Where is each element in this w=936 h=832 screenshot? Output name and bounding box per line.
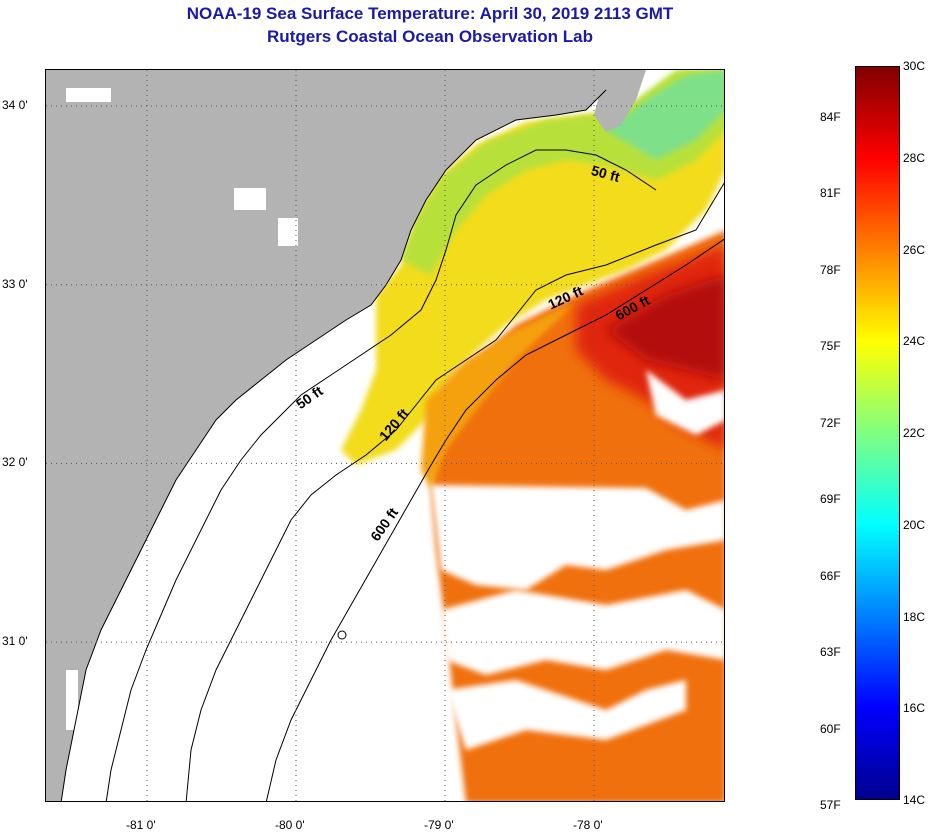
colorbar-label-14c: 14C [903,793,926,807]
sst-cool-patch [606,70,724,160]
colorbar-label-60f: 60F [820,721,841,736]
colorbar-label-66f: 66F [820,568,841,583]
inland-lake-1 [66,88,111,102]
colorbar-label-75f: 75F [820,339,841,354]
land-mass [46,70,606,801]
cloud-gap-2 [441,590,724,675]
colorbar-label-16c: 16C [903,701,926,716]
colorbar-label-69f: 69F [820,492,841,507]
colorbar-label-72f: 72F [820,415,841,430]
contour-600ft [265,238,724,801]
inland-lake-3 [234,188,266,210]
colorbar-label-57f: 57F [820,798,841,813]
bathymetry-contours [105,149,724,801]
graticule [46,70,724,801]
lat-label-33: 33 0' [2,276,28,291]
colorbar-label-81f: 81F [820,186,841,201]
cloud-gap-3 [446,680,686,750]
cloud-gap-1 [431,485,724,590]
land-mass-northeast [594,70,646,132]
colorbar-label-63f: 63F [820,645,841,660]
lon-label-78: -78 0' [573,818,603,832]
lon-label-79: -79 0' [424,818,454,832]
colorbar-label-22c: 22C [903,426,926,440]
map-title: NOAA-19 Sea Surface Temperature: April 3… [186,4,674,23]
sst-map-canvas: 50 ft 120 ft 600 ft 50 ft 120 ft 600 ft [46,70,724,801]
contour-label-50ft-north: 50 ft [590,162,622,185]
contour-600ft-seamount [337,630,347,640]
colorbar-label-78f: 78F [820,262,841,277]
lon-label-81: -81 0' [126,818,156,832]
lat-label-32: 32 0' [2,455,28,470]
colorbar-label-20c: 20C [903,517,926,532]
lat-label-31: 31 0' [2,634,28,649]
lat-label-34: 34 0' [2,98,28,112]
colorbar-label-18c: 18C [903,609,926,624]
cloud-gap-4 [646,370,724,435]
map-subtitle: Rutgers Coastal Ocean Observation Lab [267,27,593,46]
coastline [60,89,607,801]
sst-orange-shelf [421,302,576,490]
colorbar-label-24c: 24C [903,334,926,349]
colorbar-label-30c: 30C [903,59,926,73]
inland-lake-4 [66,670,78,730]
lon-label-80: -80 0' [275,818,305,832]
contour-50ft [105,149,657,801]
colorbar-label-26c: 26C [903,242,926,257]
colorbar-label-84f: 84F [820,109,841,124]
temperature-colorbar [855,66,900,800]
inland-lake-2 [278,218,298,246]
contour-120ft [185,182,724,801]
colorbar-label-28c: 28C [903,150,926,165]
sst-darkred-core [606,275,724,380]
sst-map: 50 ft 120 ft 600 ft 50 ft 120 ft 600 ft [45,69,725,802]
